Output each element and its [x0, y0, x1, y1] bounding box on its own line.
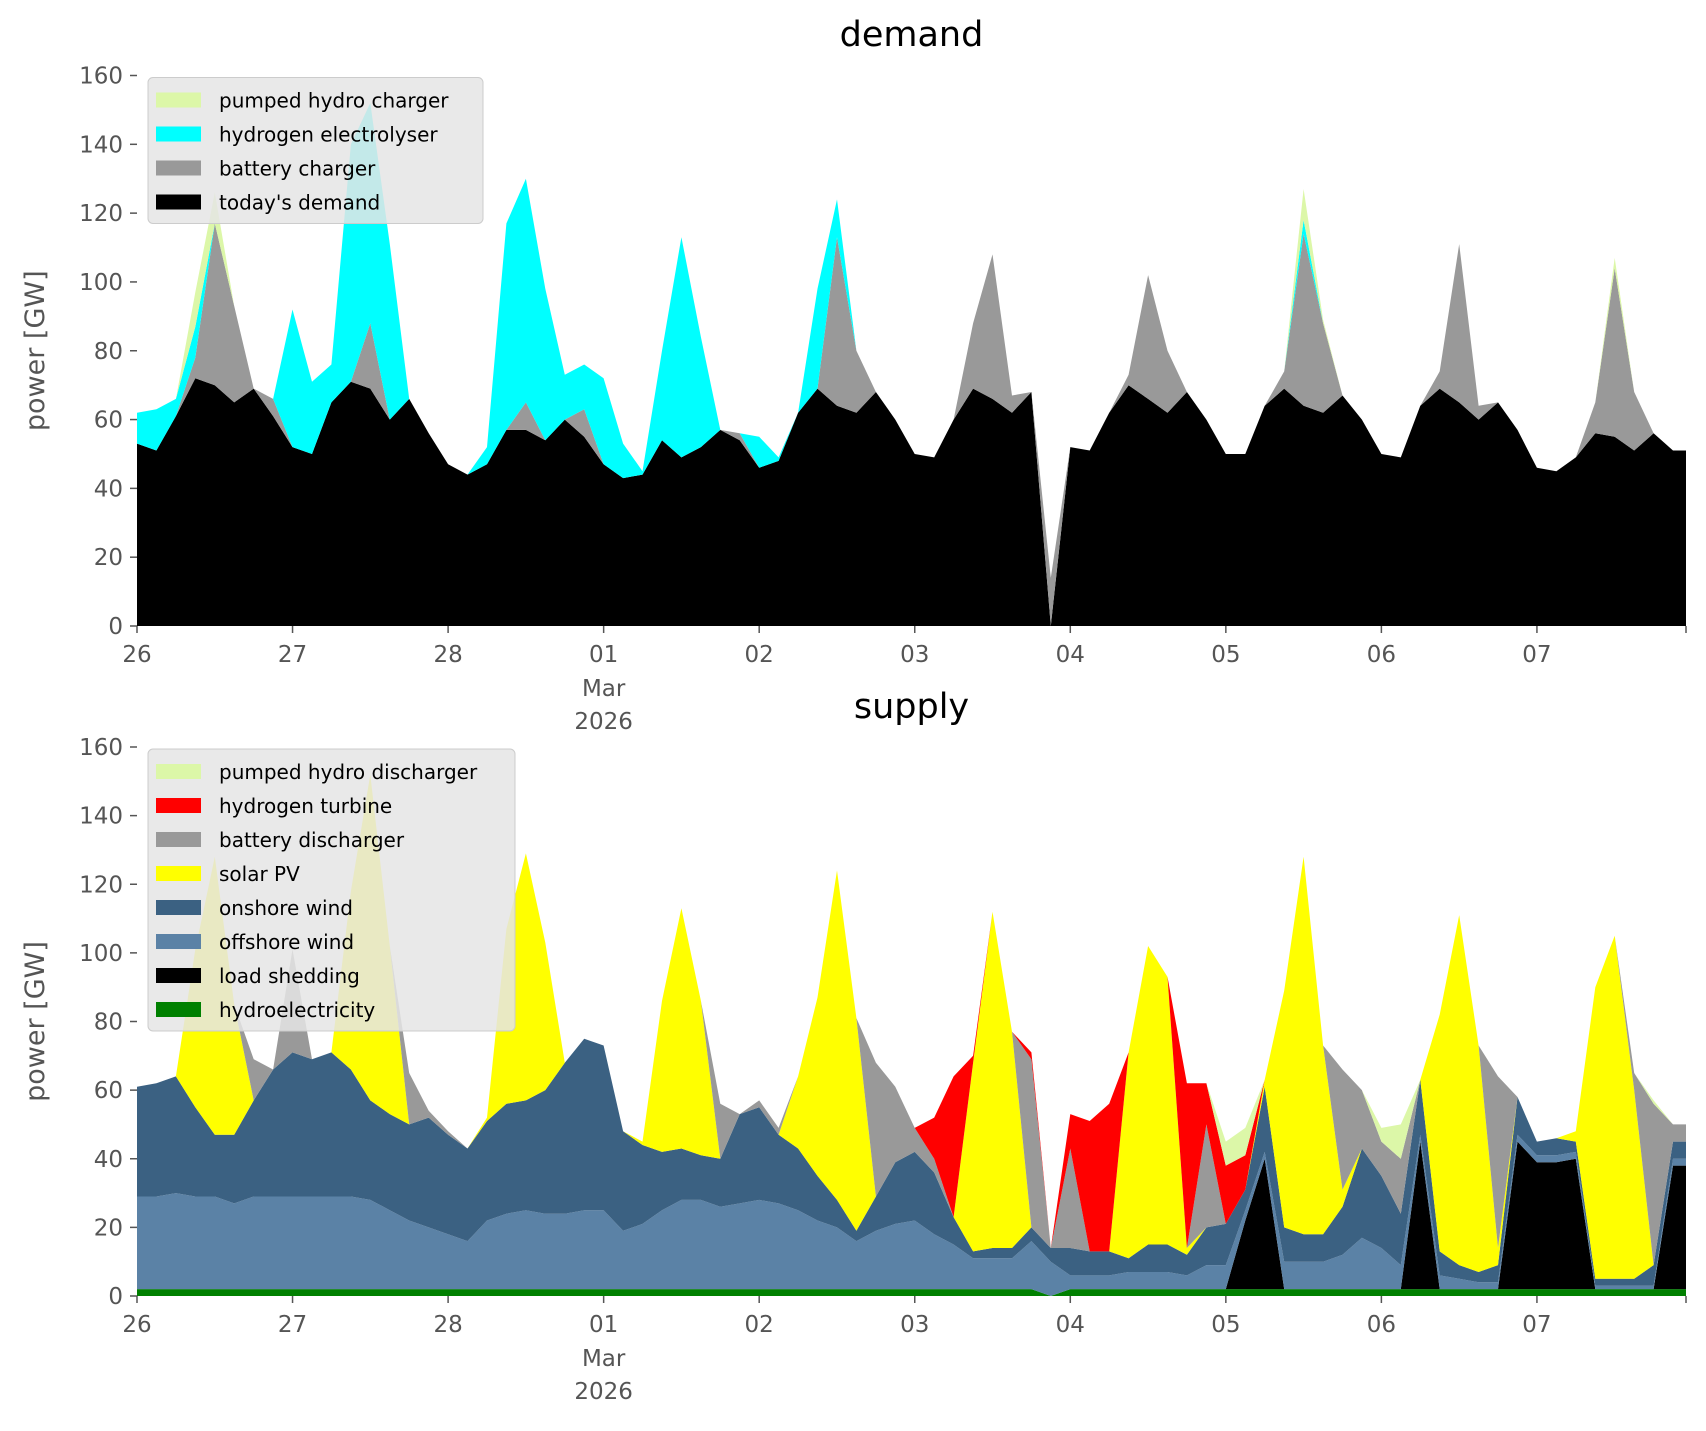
x-tick-label: 02 — [745, 1312, 774, 1338]
y-tick-label: 80 — [94, 1010, 123, 1036]
x-tick-label: 05 — [1211, 1312, 1240, 1338]
x-tick-label: 28 — [433, 642, 462, 668]
legend-label: battery discharger — [219, 828, 405, 852]
x-tick-label: 05 — [1211, 642, 1240, 668]
area-battery-charger — [137, 223, 1686, 626]
y-tick-label: 140 — [79, 804, 123, 830]
x-tick-sublabel: 2026 — [574, 709, 633, 735]
legend-label: onshore wind — [219, 896, 353, 920]
x-tick-label: 07 — [1522, 642, 1551, 668]
x-tick-label: 01 — [589, 642, 618, 668]
area-onshore-wind — [137, 1038, 1686, 1286]
area-offshore-wind — [137, 1134, 1686, 1296]
x-tick-label: 07 — [1522, 1312, 1551, 1338]
legend-swatch — [156, 934, 201, 949]
y-axis-label: power [GW] — [20, 941, 51, 1102]
legend-box — [147, 77, 484, 224]
x-tick-label: 04 — [1056, 1312, 1085, 1338]
supply-panel: 0 20 40 60 80 100 120 140 160 26 27 28 01 Mar 2026 02 03… — [20, 687, 1687, 1405]
legend-label: today's demand — [219, 191, 380, 215]
y-tick-label: 20 — [94, 545, 123, 571]
chart-title: demand — [840, 15, 984, 55]
legend-swatch — [156, 764, 201, 779]
legend-label: pumped hydro charger — [219, 89, 449, 113]
legend-swatch — [156, 1002, 201, 1017]
y-tick-label: 60 — [94, 408, 123, 434]
x-tick-label: 03 — [900, 1312, 929, 1338]
legend-label: hydrogen turbine — [219, 794, 392, 818]
legend-swatch — [156, 194, 201, 210]
chart-title: supply — [854, 687, 969, 727]
y-tick-label: 120 — [79, 872, 123, 898]
x-tick-label: 06 — [1367, 1312, 1396, 1338]
x-tick-sublabel: Mar — [582, 676, 626, 702]
y-tick-label: 0 — [108, 1284, 123, 1310]
y-tick-label: 160 — [79, 64, 123, 90]
legend-swatch — [156, 160, 201, 176]
x-tick-label: 04 — [1056, 642, 1085, 668]
y-tick-label: 0 — [108, 614, 123, 640]
legend-swatch — [156, 832, 201, 847]
legend: pumped hydro discharger hydrogen turbine b… — [147, 748, 516, 1032]
x-tick-label: 26 — [122, 642, 151, 668]
y-tick-label: 100 — [79, 270, 123, 296]
legend-label: load shedding — [219, 964, 360, 988]
x-tick-label: 01 — [589, 1312, 618, 1338]
legend-label: battery charger — [219, 157, 376, 181]
area-today-s-demand — [137, 378, 1686, 626]
y-tick-label: 80 — [94, 339, 123, 365]
y-tick-label: 100 — [79, 941, 123, 967]
area-solar-pv — [137, 774, 1686, 1279]
x-tick-label: 27 — [278, 642, 307, 668]
y-tick-label: 160 — [79, 735, 123, 761]
x-tick-label: 06 — [1367, 642, 1396, 668]
area-hydrogen-electrolyser — [137, 103, 1686, 578]
y-tick-label: 60 — [94, 1078, 123, 1104]
demand-panel: 0 20 40 60 80 100 120 140 160 26 27 28 01 Mar 2026 02 03… — [20, 15, 1687, 735]
legend-swatch — [156, 900, 201, 915]
x-tick-label: 28 — [433, 1312, 462, 1338]
y-tick-label: 40 — [94, 1147, 123, 1173]
y-tick-label: 20 — [94, 1215, 123, 1241]
y-tick-label: 140 — [79, 132, 123, 158]
x-tick-label: 02 — [745, 642, 774, 668]
legend-label: hydrogen electrolyser — [219, 123, 438, 147]
x-tick-label: 03 — [900, 642, 929, 668]
legend-label: pumped hydro discharger — [219, 760, 478, 784]
x-tick-label: 27 — [278, 1312, 307, 1338]
legend-swatch — [156, 968, 201, 983]
legend-box — [147, 748, 516, 1032]
legend-swatch — [156, 798, 201, 813]
legend-label: offshore wind — [219, 930, 354, 954]
x-tick-sublabel: 2026 — [574, 1379, 633, 1405]
x-tick-label: 26 — [122, 1312, 151, 1338]
legend-label: solar PV — [219, 862, 300, 886]
area-hydroelectricity — [137, 1289, 1686, 1296]
legend-label: hydroelectricity — [219, 998, 375, 1022]
x-tick-sublabel: Mar — [582, 1346, 626, 1372]
area-load-shedding — [137, 1141, 1686, 1296]
y-axis-label: power [GW] — [20, 270, 51, 431]
y-tick-label: 120 — [79, 201, 123, 227]
legend-swatch — [156, 866, 201, 881]
y-tick-label: 40 — [94, 476, 123, 502]
legend-swatch — [156, 92, 201, 108]
legend-swatch — [156, 126, 201, 142]
legend: pumped hydro charger hydrogen electrolyse… — [147, 77, 484, 224]
